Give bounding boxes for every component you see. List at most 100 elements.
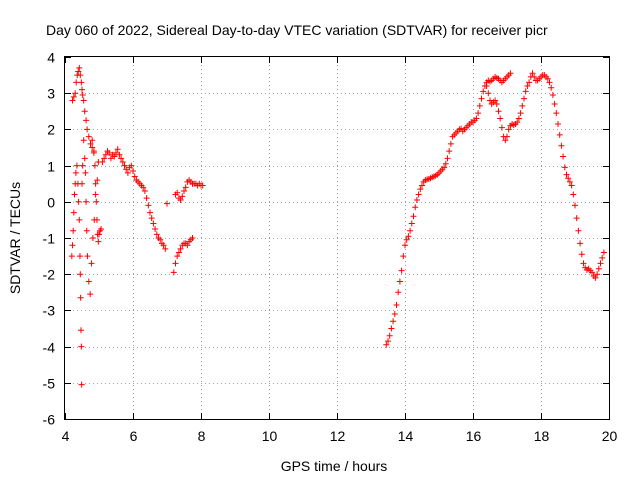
data-point xyxy=(529,70,536,77)
data-point xyxy=(83,198,90,205)
data-point xyxy=(565,175,572,182)
data-point xyxy=(98,225,105,232)
data-point xyxy=(560,153,567,160)
data-point xyxy=(417,186,424,193)
y-tick-labels: 4 3 2 1 0 -1 -2 -3 -4 -5 -6 xyxy=(43,50,56,428)
data-point xyxy=(128,162,135,169)
data-point xyxy=(95,238,102,245)
data-point xyxy=(600,249,607,256)
data-point xyxy=(143,195,150,202)
data-point xyxy=(568,182,575,189)
data-point xyxy=(403,236,410,243)
data-point xyxy=(77,294,84,301)
data-point xyxy=(475,110,482,117)
data-point xyxy=(556,131,563,138)
data-point xyxy=(184,242,191,249)
data-point xyxy=(121,162,128,169)
data-point xyxy=(182,184,189,191)
data-point xyxy=(89,137,96,144)
data-point xyxy=(150,220,157,227)
data-point xyxy=(497,115,504,122)
data-point xyxy=(558,142,565,149)
data-point xyxy=(592,274,599,281)
data-point xyxy=(83,227,90,234)
data-point xyxy=(69,242,76,249)
data-point xyxy=(75,68,82,75)
data-point xyxy=(107,155,114,162)
data-point xyxy=(79,180,85,187)
x-tick-labels: 4 6 8 10 12 14 16 18 20 xyxy=(62,428,618,444)
x-tick-label: 10 xyxy=(262,428,278,444)
x-tick-label: 18 xyxy=(534,428,550,444)
data-point xyxy=(566,178,573,185)
data-point xyxy=(80,97,87,104)
data-point xyxy=(181,187,187,194)
data-point xyxy=(391,311,398,318)
data-point xyxy=(145,202,152,209)
x-axis-label: GPS time / hours xyxy=(281,458,388,474)
x-tick-label: 20 xyxy=(602,428,618,444)
data-point xyxy=(147,209,153,216)
data-point xyxy=(89,235,96,241)
data-point xyxy=(199,182,206,189)
data-point xyxy=(549,92,556,99)
data-point xyxy=(521,95,527,102)
data-point xyxy=(546,79,553,86)
data-point xyxy=(555,120,561,127)
data-point xyxy=(118,155,125,162)
data-point xyxy=(419,182,425,189)
data-point xyxy=(386,332,393,339)
data-point xyxy=(502,137,509,144)
data-point xyxy=(405,233,412,240)
data-point xyxy=(473,115,480,122)
data-point xyxy=(87,291,94,298)
data-point xyxy=(71,191,78,198)
data-point xyxy=(599,254,606,261)
data-point xyxy=(444,155,451,162)
data-point xyxy=(175,249,182,256)
data-point xyxy=(72,169,79,176)
data-point xyxy=(78,343,85,350)
data-point xyxy=(577,240,584,247)
data-point xyxy=(396,278,403,285)
data-point xyxy=(407,227,414,234)
data-point xyxy=(402,242,408,249)
data-point xyxy=(415,191,422,198)
data-point xyxy=(573,215,580,222)
x-tick-label: 12 xyxy=(330,428,346,444)
data-point xyxy=(478,95,485,102)
y-tick-label: 2 xyxy=(47,122,55,138)
data-point xyxy=(504,133,510,140)
data-point xyxy=(408,220,415,227)
data-point xyxy=(526,79,533,86)
data-point xyxy=(594,271,601,278)
data-point xyxy=(548,84,555,91)
data-point xyxy=(84,253,91,260)
data-point xyxy=(80,137,87,144)
data-point xyxy=(570,191,577,198)
data-point xyxy=(498,124,505,131)
data-point xyxy=(442,160,449,167)
data-point xyxy=(130,168,136,175)
data-point xyxy=(495,108,502,115)
data-point xyxy=(68,253,75,260)
data-point xyxy=(172,260,179,267)
data-point xyxy=(412,204,419,211)
data-point xyxy=(102,151,109,158)
data-point xyxy=(487,97,493,104)
y-tick-label: 0 xyxy=(47,195,55,211)
data-point xyxy=(561,164,568,171)
data-point xyxy=(578,251,585,258)
y-tick-label: -1 xyxy=(43,231,56,247)
data-point xyxy=(385,338,391,345)
data-point xyxy=(157,236,164,243)
data-point xyxy=(177,245,184,252)
data-point xyxy=(119,158,126,165)
data-point xyxy=(514,119,521,126)
data-point xyxy=(113,149,119,156)
data-point xyxy=(82,169,89,176)
data-point xyxy=(597,260,604,267)
data-point xyxy=(79,86,85,93)
data-point xyxy=(398,267,405,274)
data-point xyxy=(522,88,529,95)
